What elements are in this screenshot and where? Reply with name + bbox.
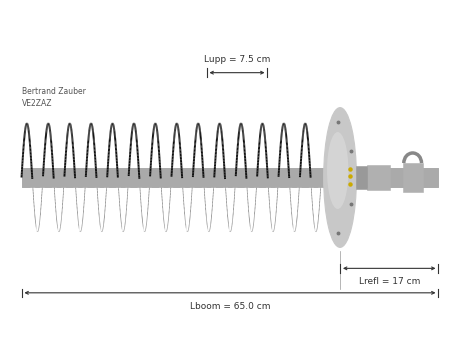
Text: Lrefl = 17 cm: Lrefl = 17 cm (358, 277, 420, 286)
Text: Bertrand Zauber
VE2ZAZ: Bertrand Zauber VE2ZAZ (21, 87, 85, 108)
Text: Lupp = 7.5 cm: Lupp = 7.5 cm (204, 55, 270, 64)
Ellipse shape (327, 132, 348, 209)
Bar (21, 168, 438, 187)
Ellipse shape (324, 108, 356, 247)
Bar (356, 166, 367, 189)
Bar (21, 168, 438, 187)
Bar (403, 163, 422, 192)
Bar (367, 165, 390, 190)
Text: Lboom = 65.0 cm: Lboom = 65.0 cm (190, 301, 270, 311)
